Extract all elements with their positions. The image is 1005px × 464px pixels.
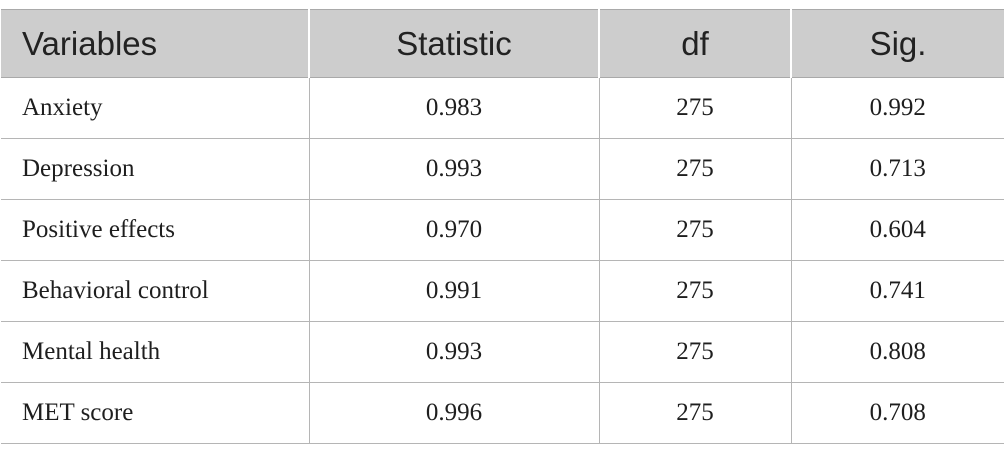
variable-cell: Depression <box>1 138 309 200</box>
statistic-cell: 0.993 <box>308 138 599 200</box>
table-row: Positive effects 0.970 275 0.604 <box>1 199 1004 261</box>
df-cell: 275 <box>598 260 791 322</box>
table-row: Depression 0.993 275 0.713 <box>1 138 1004 200</box>
variable-cell: Positive effects <box>1 199 309 261</box>
df-cell: 275 <box>598 77 791 139</box>
header-sig: Sig. <box>790 9 1004 78</box>
table-row: Mental health 0.993 275 0.808 <box>1 321 1004 383</box>
statistic-cell: 0.991 <box>308 260 599 322</box>
table-row: MET score 0.996 275 0.708 <box>1 382 1004 444</box>
variable-cell: MET score <box>1 382 309 444</box>
sig-cell: 0.713 <box>790 138 1004 200</box>
header-statistic: Statistic <box>308 9 599 78</box>
header-row: Variables Statistic df Sig. <box>1 9 1004 78</box>
table-row: Behavioral control 0.991 275 0.741 <box>1 260 1004 322</box>
header-df: df <box>598 9 791 78</box>
statistic-cell: 0.996 <box>308 382 599 444</box>
sig-cell: 0.808 <box>790 321 1004 383</box>
df-cell: 275 <box>598 382 791 444</box>
variable-cell: Behavioral control <box>1 260 309 322</box>
statistic-cell: 0.983 <box>308 77 599 139</box>
normality-test-table: Variables Statistic df Sig. Anxiety 0.98… <box>1 9 1004 444</box>
sig-cell: 0.992 <box>790 77 1004 139</box>
sig-cell: 0.741 <box>790 260 1004 322</box>
variable-cell: Anxiety <box>1 77 309 139</box>
df-cell: 275 <box>598 138 791 200</box>
variable-cell: Mental health <box>1 321 309 383</box>
statistics-table-container: Variables Statistic df Sig. Anxiety 0.98… <box>1 9 1004 444</box>
sig-cell: 0.708 <box>790 382 1004 444</box>
sig-cell: 0.604 <box>790 199 1004 261</box>
statistic-cell: 0.993 <box>308 321 599 383</box>
table-row: Anxiety 0.983 275 0.992 <box>1 77 1004 139</box>
table-body: Anxiety 0.983 275 0.992 Depression 0.993… <box>1 77 1004 444</box>
table-header: Variables Statistic df Sig. <box>1 9 1004 78</box>
df-cell: 275 <box>598 199 791 261</box>
header-variables: Variables <box>1 9 309 78</box>
df-cell: 275 <box>598 321 791 383</box>
statistic-cell: 0.970 <box>308 199 599 261</box>
